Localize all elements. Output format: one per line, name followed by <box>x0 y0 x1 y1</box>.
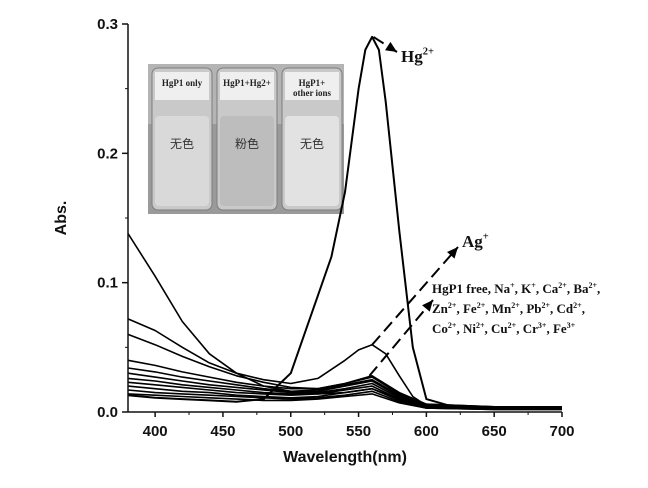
y-tick-label: 0.3 <box>97 16 118 33</box>
x-ticks: 400 450 500 550 600 650 700 <box>143 412 575 440</box>
series-line-5 <box>127 359 562 408</box>
y-axis-title: Abs. <box>53 201 70 236</box>
series-line-8 <box>127 377 562 409</box>
x-tick-label: 650 <box>482 423 507 440</box>
hg-label: Hg2+ <box>401 46 434 66</box>
others-ion-line: HgP1 free, Na+, K+, Ca2+, Ba2+, <box>432 281 600 296</box>
vial-3: HgP1+other ions 无色 <box>281 67 343 211</box>
x-tick-label: 700 <box>549 423 574 440</box>
annotations: Hg2+ Ag+ HgP1 free, Na+, K+, Ca2+, Ba2+, Zn… <box>401 46 600 336</box>
vial-label-sticker <box>285 72 339 100</box>
x-tick-label: 400 <box>143 423 168 440</box>
x-tick-label: 550 <box>346 423 371 440</box>
vial-label-sticker <box>220 72 274 100</box>
others-arrow-head <box>422 300 433 312</box>
vial-label-text: other ions <box>293 88 332 98</box>
annotation-arrows <box>368 36 459 377</box>
vial-liquid <box>220 116 274 206</box>
vial-color-text: 无色 <box>300 137 324 151</box>
vial-liquid <box>285 116 339 206</box>
vial-color-text: 无色 <box>170 137 194 151</box>
others-arrow-shaft <box>368 299 434 377</box>
series-line-10 <box>127 385 562 409</box>
hg-arrow-head <box>385 41 397 52</box>
y-tick-label: 0.1 <box>97 275 118 292</box>
series-line-1 <box>127 35 562 410</box>
x-tick-label: 450 <box>210 423 235 440</box>
y-tick-label: 0.0 <box>97 404 118 421</box>
vial-label-text: HgP1 only <box>162 78 203 88</box>
vial-liquid <box>155 116 209 206</box>
ag-arrow-shaft <box>371 246 459 346</box>
series-lines <box>127 35 562 411</box>
vial-label-sticker <box>155 72 209 100</box>
vials-inset-photo: HgP1 only 无色 HgP1+Hg2+ 粉色 HgP1+other ions 无色 <box>148 64 344 214</box>
y-tick-label: 0.2 <box>97 145 118 162</box>
vial-1: HgP1 only 无色 <box>151 67 213 211</box>
others-ion-line: Zn2+, Fe2+, Mn2+, Pb2+, Cd2+, <box>432 301 585 316</box>
x-axis-title: Wavelength(nm) <box>283 449 407 466</box>
ag-label: Ag+ <box>462 231 489 251</box>
x-tick-label: 500 <box>278 423 303 440</box>
others-ion-line: Co2+, Ni2+, Cu2+, Cr3+, Fe3+ <box>432 321 576 336</box>
vial-label-text: HgP1+Hg2+ <box>223 78 271 88</box>
vial-label-text: HgP1+ <box>299 78 326 88</box>
x-tick-label: 600 <box>414 423 439 440</box>
series-line-12 <box>127 393 562 411</box>
vial-color-text: 粉色 <box>235 137 259 151</box>
ag-arrow-head <box>446 247 458 259</box>
vial-2: HgP1+Hg2+ 粉色 <box>216 67 278 211</box>
y-ticks: 0.0 0.1 0.2 0.3 <box>97 16 128 421</box>
